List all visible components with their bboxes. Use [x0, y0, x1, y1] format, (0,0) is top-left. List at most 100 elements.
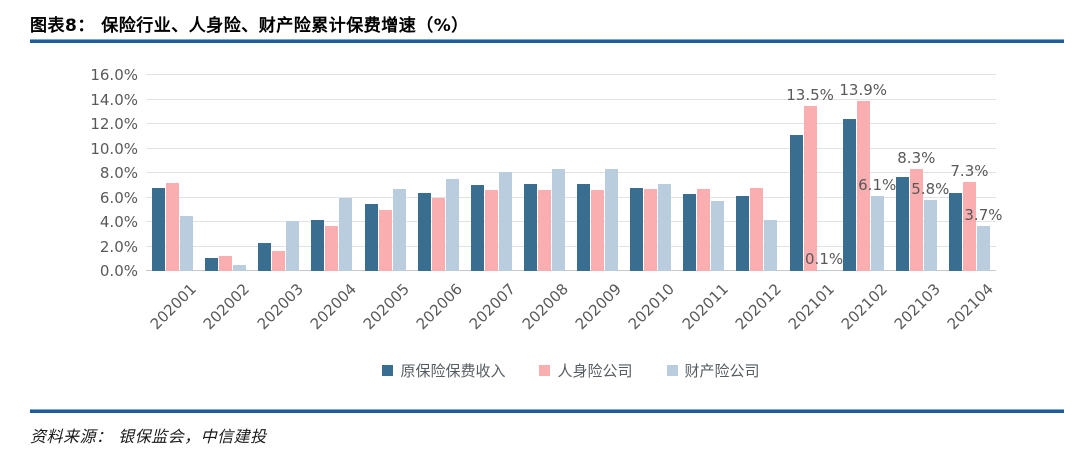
y-tick-label: 8.0% — [99, 164, 138, 182]
bar — [166, 182, 180, 271]
value-label: 13.5% — [786, 85, 834, 104]
value-label: 6.1% — [858, 176, 897, 195]
bar — [523, 184, 537, 271]
bar-group-202002 — [199, 75, 252, 271]
legend-label: 原保险保费收入 — [400, 362, 506, 380]
y-tick-label: 4.0% — [99, 213, 138, 231]
bar — [417, 192, 431, 271]
bar — [498, 171, 512, 271]
x-tick-label: 202101 — [784, 280, 838, 334]
x-tick-label: 202006 — [412, 280, 466, 334]
title-divider — [30, 39, 1064, 43]
bar — [484, 190, 498, 271]
bar — [470, 185, 484, 271]
bar — [817, 269, 831, 271]
bar — [364, 203, 378, 271]
bar — [644, 188, 658, 271]
x-tick-label: 202004 — [306, 280, 360, 334]
bar-chart-plot-area: 202001 202002 202003 202004 202005 202006 2020… — [146, 74, 1002, 333]
legend-swatch-icon — [539, 365, 551, 376]
bar — [180, 215, 194, 271]
legend-item: 财产险公司 — [666, 360, 760, 381]
value-label: 7.3% — [950, 161, 989, 180]
x-tick-label: 202003 — [253, 280, 307, 334]
x-tick-label: 202005 — [359, 280, 413, 334]
x-tick-label: 202007 — [465, 280, 520, 334]
gridline — [146, 245, 996, 247]
bar — [856, 100, 870, 271]
bar — [764, 219, 778, 271]
bar — [658, 184, 672, 271]
bar-group-202009 — [571, 75, 624, 271]
legend-swatch-icon — [666, 365, 678, 376]
x-tick-label: 202102 — [837, 280, 891, 334]
legend-item: 原保险保费收入 — [382, 360, 505, 381]
gridline — [146, 147, 996, 149]
bar — [152, 187, 166, 271]
footer-divider — [30, 409, 1064, 413]
bar — [683, 193, 697, 271]
bar — [789, 135, 803, 271]
bar — [272, 251, 286, 271]
bar — [923, 199, 937, 271]
legend-label: 人身险公司 — [557, 362, 633, 380]
bar — [605, 169, 619, 271]
bar-group-202004 — [305, 75, 358, 271]
bar — [697, 188, 711, 271]
bar — [976, 225, 990, 271]
bar — [286, 220, 300, 271]
bar-group-202011 — [677, 75, 730, 271]
x-tick-label: 202009 — [572, 280, 626, 334]
value-label: 0.1% — [805, 249, 844, 268]
gridline — [146, 221, 996, 222]
bar — [591, 190, 605, 271]
bar — [445, 179, 459, 271]
legend-label: 财产险公司 — [684, 362, 760, 380]
x-axis-line — [146, 270, 996, 271]
y-tick-label: 14.0% — [90, 90, 138, 109]
bar — [551, 169, 565, 271]
gridline — [146, 123, 996, 124]
bar-group-202008 — [518, 75, 571, 271]
bar — [205, 257, 219, 271]
bar-group-202001 — [146, 75, 199, 271]
y-axis: 0.0% 2.0% 4.0% 6.0% 8.0% 10.0% 12.0% 14.0% 16.0% — [0, 66, 138, 280]
bar-group-202005 — [359, 75, 412, 271]
bar — [750, 187, 764, 271]
bar — [258, 242, 272, 271]
bar-group-202010 — [624, 75, 677, 271]
bar-group-202103 — [890, 75, 943, 271]
bar — [378, 209, 392, 271]
y-tick-label: 10.0% — [90, 139, 138, 158]
bar-group-202003 — [252, 75, 305, 271]
gridline — [146, 196, 996, 198]
bar — [909, 169, 923, 271]
x-tick-label: 202001 — [147, 280, 201, 334]
bar-group-202104 — [943, 75, 996, 271]
data-source: 资料来源： 银保监会，中信建投 — [30, 427, 267, 446]
bar — [962, 181, 976, 271]
y-tick-label: 6.0% — [99, 188, 138, 207]
x-tick-label: 202104 — [943, 280, 998, 334]
value-label: 8.3% — [897, 149, 936, 168]
gridline — [146, 98, 996, 100]
bar — [948, 192, 962, 271]
chart-legend: 原保险保费收入 人身险公司 财产险公司 — [146, 360, 996, 381]
value-label: 13.9% — [839, 80, 888, 99]
bar — [311, 219, 325, 271]
bar-group-202012 — [730, 75, 783, 271]
bar — [233, 264, 247, 271]
x-tick-label: 202008 — [518, 280, 573, 334]
value-label: 3.7% — [964, 205, 1003, 224]
bar — [870, 196, 884, 271]
bar-group-202007 — [465, 75, 518, 271]
bar — [842, 119, 856, 271]
figure-title: 图表8： 保险行业、人身险、财产险累计保费增速（%） — [30, 16, 469, 36]
y-tick-label: 0.0% — [99, 262, 138, 280]
bar — [736, 196, 750, 271]
bar — [711, 201, 725, 271]
bar — [219, 256, 233, 271]
value-label: 5.8% — [911, 179, 950, 198]
x-tick-label: 202010 — [625, 280, 679, 334]
